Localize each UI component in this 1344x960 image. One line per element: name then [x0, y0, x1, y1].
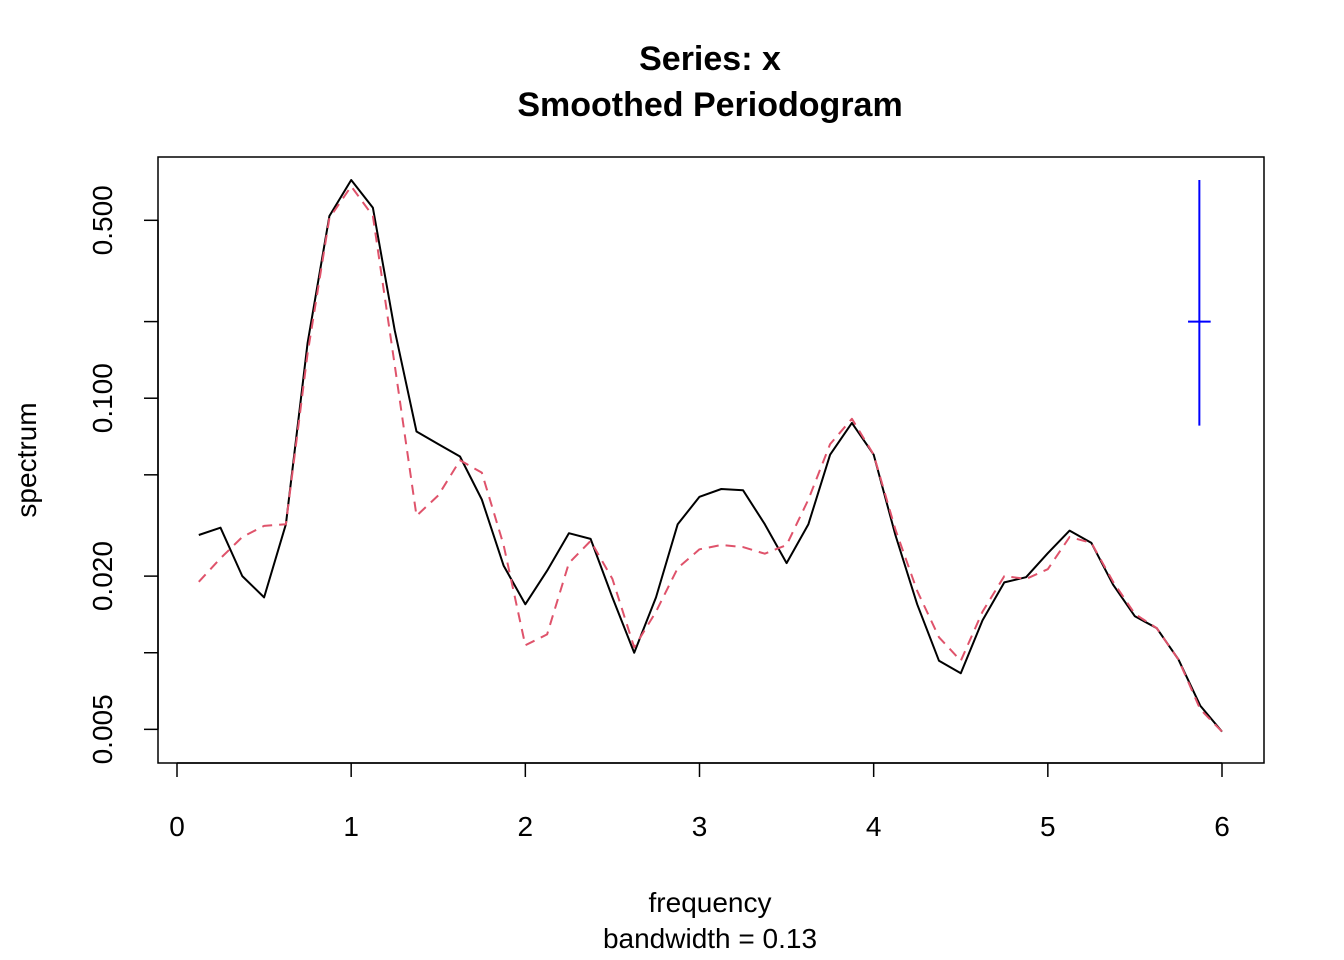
chart-title: Series: x: [639, 40, 781, 78]
spectrum-line-raw: [198, 179, 1223, 733]
y-axis: 0.005 0.020 0.100 0.500: [87, 185, 159, 764]
y-tick-label: 0.500: [87, 185, 118, 255]
series-layer: [198, 179, 1223, 733]
x-tick-label: 2: [518, 811, 534, 842]
confidence-interval-marker: [1188, 180, 1211, 426]
spectrum-line-smoothed: [198, 185, 1223, 733]
y-axis-label: spectrum: [11, 402, 42, 517]
x-tick-label: 3: [692, 811, 708, 842]
y-tick-label: 0.100: [87, 363, 118, 433]
y-tick-label: 0.020: [87, 541, 118, 611]
chart-subtitle: Smoothed Periodogram: [517, 86, 902, 124]
x-tick-label: 4: [866, 811, 882, 842]
x-tick-label: 6: [1214, 811, 1230, 842]
x-tick-label: 0: [169, 811, 185, 842]
x-tick-label: 1: [343, 811, 359, 842]
x-axis-label: frequency: [649, 887, 772, 918]
bandwidth-label: bandwidth = 0.13: [603, 923, 817, 954]
x-axis: 0 1 2 3 4 5 6: [169, 762, 1230, 842]
x-tick-label: 5: [1040, 811, 1056, 842]
y-tick-label: 0.005: [87, 694, 118, 764]
